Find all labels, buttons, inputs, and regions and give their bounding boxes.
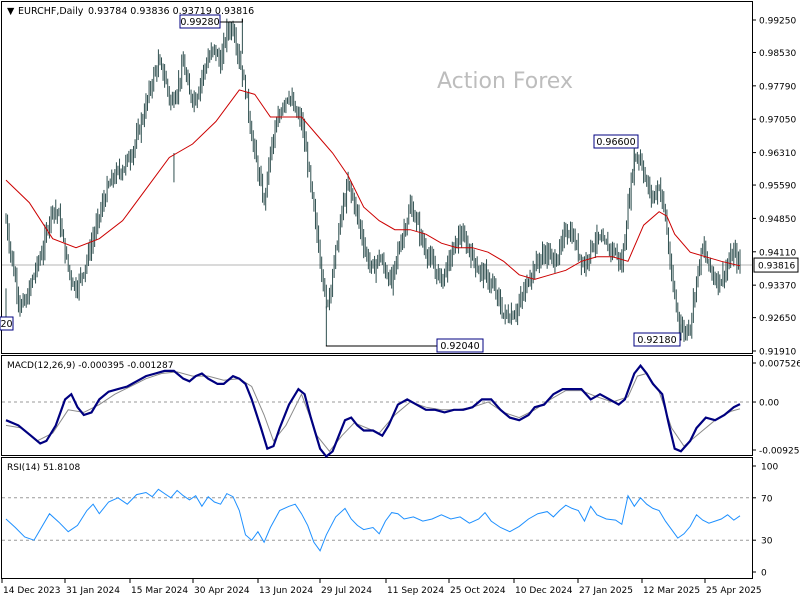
- rsi-line: [5, 488, 741, 552]
- date-axis: 14 Dec 2023 31 Jan 2024 15 Mar 2024 30 Apr …: [1, 579, 762, 596]
- date-tick-label: 14 Dec 2023: [3, 586, 61, 596]
- price-tick-label: 0.97790: [759, 82, 796, 92]
- date-tick-label: 30 Apr 2024: [194, 586, 250, 596]
- rsi-tick-label: 30: [761, 537, 773, 547]
- price-tick-label: 0.97050: [759, 116, 796, 126]
- annotation-leader: [220, 18, 243, 23]
- rsi-title: RSI(14) 51.8108: [7, 463, 80, 473]
- rsi-tick-label: 100: [761, 463, 778, 473]
- price-tick-label: 0.99250: [759, 17, 796, 27]
- macd-line: [5, 363, 741, 459]
- date-tick-label: 10 Dec 2024: [515, 586, 573, 596]
- current-price-box: [753, 257, 799, 273]
- price-tick-label: 0.93370: [759, 282, 796, 292]
- price-tick-label: 0.94110: [759, 248, 796, 258]
- annotation-label: 0.92180: [637, 335, 676, 346]
- dropdown-arrow-icon[interactable]: ▼: [7, 6, 15, 17]
- macd-tick-label: 0.007526: [759, 360, 800, 370]
- macd-panel-frame: [1, 355, 753, 456]
- price-bars: [5, 18, 741, 346]
- annotation-label: 0.99280: [180, 17, 219, 28]
- watermark: Action Forex: [437, 69, 573, 94]
- annotation-box: [633, 332, 681, 347]
- annotation-box: [436, 338, 484, 353]
- rsi-gridlines: [2, 497, 752, 541]
- annotation-label: 0.96600: [596, 137, 635, 148]
- rsi-tick-label: 0: [761, 569, 767, 579]
- rsi-axis: 100 70 30 0: [752, 463, 778, 579]
- macd-tick-label: 0.00: [759, 399, 779, 409]
- price-panel-frame: [1, 1, 753, 354]
- annotation-box: [593, 134, 639, 149]
- rsi-panel-frame: [1, 457, 753, 579]
- price-tick-label: 0.95590: [759, 182, 796, 192]
- price-annotations: 0.99280 0.96600 0.92040 0.92180 20: [0, 14, 682, 353]
- annotation-leader: [325, 345, 483, 347]
- macd-title: MACD(12,26,9) -0.000395 -0.001287: [7, 361, 173, 371]
- annotation-label: 0.92040: [440, 341, 479, 352]
- date-tick-label: 31 Jan 2024: [66, 586, 120, 596]
- annotation-box: [179, 14, 221, 29]
- date-tick-label: 13 Jun 2024: [259, 586, 313, 596]
- ohlc-values: 0.93784 0.93836 0.93719 0.93816: [88, 6, 254, 17]
- rsi-tick-label: 70: [761, 494, 773, 504]
- date-tick-label: 25 Oct 2024: [450, 586, 506, 596]
- price-tick-label: 0.98530: [759, 49, 796, 59]
- macd-axis: 0.007526 0.00 -0.009252: [752, 360, 800, 457]
- date-tick-label: 27 Jan 2025: [579, 586, 633, 596]
- date-tick-label: 25 Apr 2025: [706, 586, 762, 596]
- annotation-label: 20: [0, 319, 12, 330]
- macd-tick-label: -0.009252: [759, 447, 800, 457]
- price-axis: 0.99250 0.98530 0.97790 0.97050 0.96310 0.955…: [752, 17, 799, 358]
- price-tick-label: 0.92650: [759, 314, 796, 324]
- price-tick-label: 0.94850: [759, 215, 796, 225]
- symbol-label: EURCHF,Daily: [18, 6, 84, 17]
- date-tick-label: 29 Jul 2024: [321, 586, 372, 596]
- date-tick-label: 15 Mar 2024: [131, 586, 188, 596]
- current-price-label: 0.93816: [758, 262, 795, 272]
- moving-average-line: [5, 89, 741, 280]
- price-tick-label: 0.96310: [759, 149, 796, 159]
- price-tick-label: 0.91910: [759, 348, 796, 358]
- date-tick-label: 12 Mar 2025: [643, 586, 700, 596]
- date-tick-label: 11 Sep 2024: [387, 586, 444, 596]
- annotation-box: [0, 316, 14, 331]
